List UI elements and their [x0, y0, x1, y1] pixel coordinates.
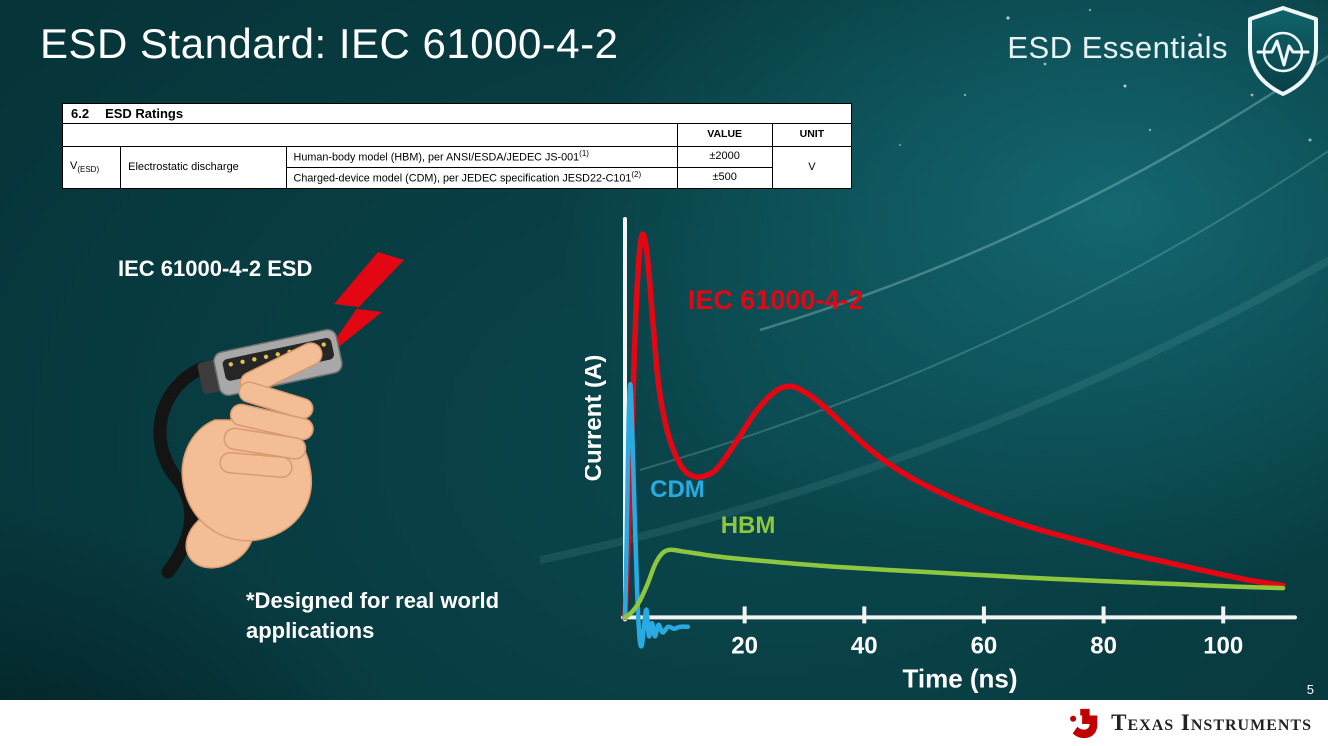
section-title: ESD Ratings: [105, 106, 184, 121]
parameter-cell: Electrostatic discharge: [120, 145, 287, 190]
esd-shield-icon: [1248, 6, 1318, 96]
svg-text:40: 40: [851, 632, 878, 659]
svg-text:HBM: HBM: [721, 512, 776, 539]
value-column-header: VALUE: [676, 123, 773, 147]
table-row: Charged-device model (CDM), per JEDEC sp…: [63, 167, 852, 190]
svg-text:100: 100: [1203, 632, 1243, 659]
svg-text:CDM: CDM: [650, 476, 705, 503]
hbm-value-cell: ±2000: [676, 145, 773, 169]
hand-holding-hdmi-illustration: [153, 252, 404, 579]
table-header-empty: [62, 123, 678, 147]
svg-text:20: 20: [731, 632, 758, 659]
svg-text:80: 80: [1090, 632, 1117, 659]
cdm-description-cell: Charged-device model (CDM), per JEDEC sp…: [285, 167, 678, 190]
texas-instruments-logo-icon: [1070, 708, 1098, 739]
table-section-header: 6.2 ESD Ratings: [62, 103, 852, 123]
hbm-description-cell: Human-body model (HBM), per ANSI/ESDA/JE…: [285, 145, 678, 169]
unit-column-header: UNIT: [771, 123, 853, 147]
texas-instruments-wordmark: Texas Instruments: [1111, 710, 1312, 735]
lightning-bolt-icon: [320, 252, 404, 362]
cdm-value-cell: ±500: [676, 167, 773, 190]
svg-text:IEC 61000-4-2: IEC 61000-4-2: [688, 285, 864, 315]
hand: [181, 419, 312, 569]
table-row: V(ESD) Electrostatic discharge Human-bod…: [61, 145, 853, 190]
iec-esd-caption: IEC 61000-4-2 ESD: [118, 256, 313, 281]
esd-current-chart: 20 40 60 80 100 Time (ns) Current (A) IEC 61000…: [580, 205, 1300, 705]
page-number: 5: [1306, 682, 1314, 697]
cable: [153, 361, 209, 579]
svg-text:Time (ns): Time (ns): [902, 663, 1017, 693]
unit-cell: V: [771, 145, 853, 190]
esd-ratings-table: 6.2 ESD Ratings VALUE UNIT V(ESD) Electro…: [61, 103, 853, 190]
symbol-cell: V(ESD): [61, 145, 122, 190]
designed-note: *Designed for real world applications: [246, 588, 500, 643]
table-header-row: VALUE UNIT: [62, 123, 853, 147]
page-title: ESD Standard: IEC 61000-4-2: [40, 20, 619, 67]
svg-text:60: 60: [971, 632, 998, 659]
section-number: 6.2: [71, 106, 90, 121]
hand-fingers: [219, 342, 323, 479]
chart-canvas: 20 40 60 80 100 Time (ns) Current (A) IEC 61000…: [580, 217, 1297, 693]
brand-title: ESD Essentials: [1007, 30, 1228, 65]
svg-text:Current (A): Current (A): [585, 355, 607, 482]
footer-bar: Texas Instruments: [0, 700, 1328, 746]
